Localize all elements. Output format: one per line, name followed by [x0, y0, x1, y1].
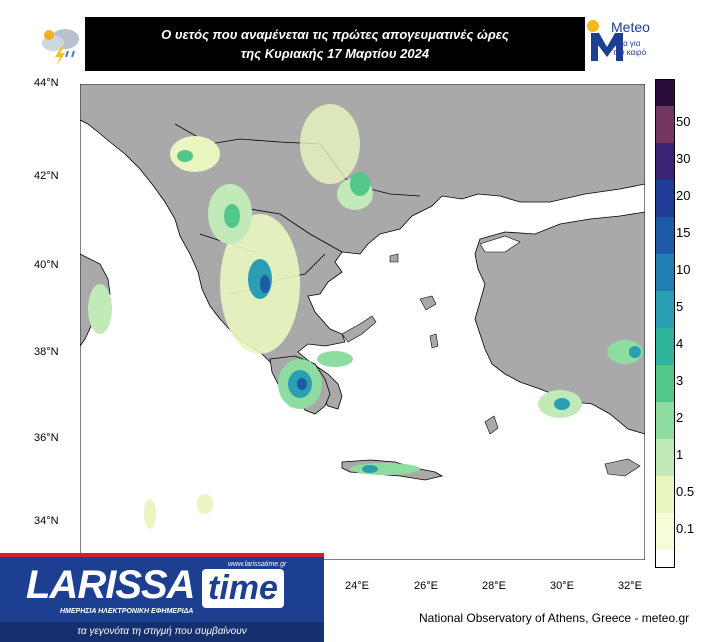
legend-label: 15	[676, 225, 691, 240]
colorbar-cell	[656, 513, 674, 550]
legend-label: 4	[676, 336, 684, 351]
logo-time-text: time	[202, 569, 284, 608]
lat-label: 36°N	[34, 432, 59, 444]
lat-label: 44°N	[34, 77, 59, 89]
logo-main-text: LARISSA	[26, 563, 196, 607]
euboea-land	[341, 315, 377, 343]
logo-slogan: τα γεγονότα τη στιγμή που συμβαίνουν	[0, 622, 324, 642]
colorbar-cell	[656, 476, 674, 513]
balkans-land	[80, 84, 645, 410]
thasos-land	[389, 253, 399, 263]
lat-label: 40°N	[34, 259, 59, 271]
map-title: Ο υετός που αναμένεται τις πρώτες απογευ…	[85, 17, 585, 71]
credit-text: National Observatory of Athens, Greece -…	[419, 611, 690, 625]
country-borders	[174, 123, 421, 295]
colorbar-cell	[656, 365, 674, 402]
colorbar-cell	[656, 439, 674, 476]
title-line-2: της Κυριακής 17 Μαρτίου 2024	[240, 46, 430, 61]
lon-label: 28°E	[482, 580, 506, 592]
legend-label: 2	[676, 410, 684, 425]
legend-label: 10	[676, 262, 691, 277]
colorbar-cell	[656, 254, 674, 291]
colorbar-cell	[656, 402, 674, 439]
storm-cloud-icon	[42, 29, 79, 65]
marmara-sea	[479, 235, 521, 253]
lon-label: 24°E	[345, 580, 369, 592]
meteo-m-icon	[587, 20, 623, 61]
colorbar-top-cell	[656, 80, 674, 106]
title-line-1: Ο υετός που αναμένεται τις πρώτες απογευ…	[161, 27, 509, 42]
logo-url: www.larissatime.gr	[228, 561, 287, 568]
colorbar-bottom-cell	[656, 550, 674, 567]
lat-label: 42°N	[34, 170, 59, 182]
legend-label: 1	[676, 447, 684, 462]
legend-label: 5	[676, 299, 684, 314]
precipitation-overlay	[88, 104, 643, 529]
legend-label: 3	[676, 373, 684, 388]
colorbar-cell	[656, 217, 674, 254]
legend-label: 30	[676, 151, 691, 166]
legend-label: 0.5	[676, 484, 695, 499]
lon-label: 30°E	[550, 580, 574, 592]
meteo-logo: Meteo Όλα για τον καιρό	[585, 17, 650, 71]
lon-label: 26°E	[414, 580, 438, 592]
legend-label: 0.1	[676, 521, 695, 536]
cyprus-land	[604, 458, 641, 477]
lon-label: 32°E	[618, 580, 642, 592]
meteo-brand-name: Meteo	[611, 19, 650, 35]
lesvos-land	[419, 295, 437, 311]
lat-label: 34°N	[34, 515, 59, 527]
logo-subtitle: ΗΜΕΡΗΣΙΑ ΗΛΕΚΤΡΟΝΙΚΗ ΕΦΗΜΕΡΙΔΑ	[60, 608, 194, 615]
legend-label: 50	[676, 114, 691, 129]
precipitation-map	[80, 84, 645, 560]
header: Ο υετός που αναμένεται τις πρώτες απογευ…	[37, 17, 650, 71]
chios-land	[429, 333, 439, 349]
colorbar-cell	[656, 328, 674, 365]
colorbar-cell	[656, 143, 674, 180]
precipitation-colorbar	[655, 79, 675, 568]
logo-stripe	[0, 553, 324, 557]
colorbar-cell	[656, 291, 674, 328]
rhodes-land	[484, 415, 499, 435]
lat-label: 38°N	[34, 346, 59, 358]
legend-label: 20	[676, 188, 691, 203]
colorbar-cell	[656, 180, 674, 217]
colorbar-cell	[656, 106, 674, 143]
larissa-time-logo: LARISSA time www.larissatime.gr ΗΜΕΡΗΣΙΑ…	[0, 553, 324, 642]
meteo-tagline: Όλα για τον καιρό	[613, 39, 647, 57]
